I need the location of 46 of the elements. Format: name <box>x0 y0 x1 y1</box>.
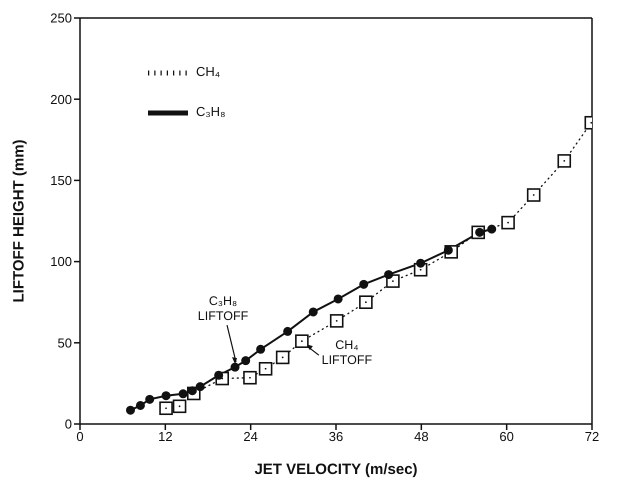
point <box>557 154 572 168</box>
point <box>178 389 188 398</box>
y-tick-label: 250 <box>50 10 72 26</box>
point <box>258 362 272 376</box>
point <box>308 307 318 316</box>
point <box>295 334 309 348</box>
y-axis-title: LIFTOFF HEIGHT (mm) <box>10 139 28 303</box>
point <box>126 406 135 415</box>
x-axis-title: JET VELOCITY (m/sec) <box>254 461 418 478</box>
point <box>487 224 496 234</box>
legend-label: C₃H₈ <box>196 104 226 120</box>
point <box>334 294 343 304</box>
point <box>172 400 186 414</box>
annotation: C₃H₈ LIFTOFF <box>198 294 249 324</box>
point <box>330 314 344 328</box>
point <box>416 258 426 268</box>
point <box>359 280 368 289</box>
x-tick-label: 12 <box>158 429 173 444</box>
point <box>276 350 290 364</box>
point <box>243 370 257 385</box>
x-tick-label: 60 <box>499 429 514 444</box>
point <box>526 188 540 202</box>
point <box>384 270 394 280</box>
point <box>159 401 173 416</box>
point <box>283 326 292 336</box>
y-tick-label: 0 <box>64 416 72 432</box>
y-tick-label: 200 <box>50 92 72 107</box>
point <box>501 216 515 230</box>
x-tick-label: 72 <box>584 429 600 444</box>
x-tick-label: 24 <box>243 429 258 444</box>
y-tick-label: 150 <box>50 173 72 188</box>
y-tick-label: 100 <box>50 254 72 270</box>
legend-label: CH₄ <box>196 64 220 80</box>
point <box>145 394 154 404</box>
point <box>241 356 250 366</box>
x-tick-label: 48 <box>414 429 429 444</box>
annotation: CH₄ LIFTOFF <box>322 338 372 368</box>
y-tick-label: 50 <box>58 335 72 350</box>
point <box>230 362 240 372</box>
point <box>136 400 145 410</box>
point <box>196 382 205 392</box>
point <box>162 391 171 400</box>
point <box>359 295 373 309</box>
point <box>256 344 266 354</box>
x-tick-label: 36 <box>328 429 344 444</box>
x-tick-label: 0 <box>76 429 84 444</box>
